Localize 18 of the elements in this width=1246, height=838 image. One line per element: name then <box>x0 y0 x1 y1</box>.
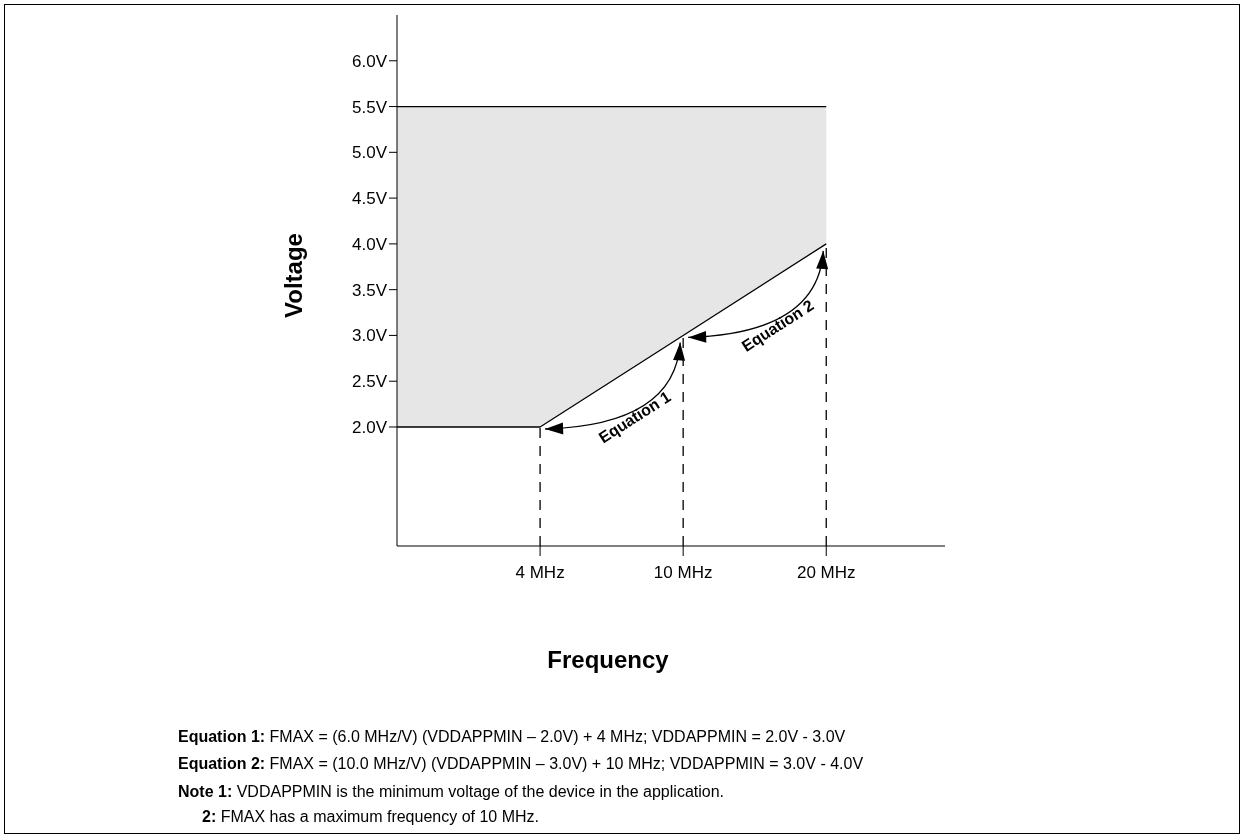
x-axis-title: Frequency <box>547 646 670 674</box>
y-tick-label: 2.0V <box>352 418 388 438</box>
y-tick-label: 4.5V <box>352 189 388 209</box>
y-tick-label: 3.0V <box>352 326 388 346</box>
y-tick-label: 3.5V <box>352 280 388 300</box>
text: Equation 2: FMAX = (10.0 MHz/V) (VDDAPPMIN – 3.0V) + 10 MHz; VDDAPPMIN = 3.0V - 4.0V <box>178 755 864 772</box>
x-tick-label: 20 MHz <box>796 563 856 583</box>
x-tick-label: 10 MHz <box>653 563 713 583</box>
y-tick-label: 4.0V <box>352 234 388 254</box>
y-tick-label: 5.5V <box>352 97 388 117</box>
y-tick-label: 2.5V <box>352 372 388 392</box>
text: 2: FMAX has a maximum frequency of 10 MHz. <box>202 808 540 825</box>
text: Note 1: VDDAPPMIN is the minimum voltage of the device in the application. <box>178 783 725 800</box>
y-axis-title: Voltage <box>280 233 308 318</box>
y-tick-label: 5.0V <box>352 143 388 163</box>
x-tick-label: 4 MHz <box>515 563 565 583</box>
y-tick-label: 6.0V <box>352 51 388 71</box>
text: Equation 1: FMAX = (6.0 MHz/V) (VDDAPPMIN – 2.0V) + 4 MHz; VDDAPPMIN = 2.0V - 3.0V <box>178 728 846 745</box>
